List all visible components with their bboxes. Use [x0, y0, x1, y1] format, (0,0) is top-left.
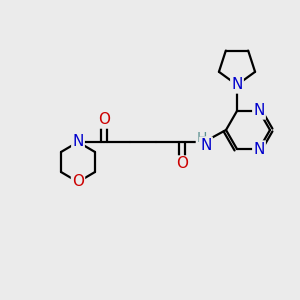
Text: O: O [72, 175, 84, 190]
Text: N: N [253, 142, 265, 157]
Text: N: N [200, 137, 212, 152]
Text: N: N [72, 134, 84, 149]
Text: N: N [231, 77, 243, 92]
Text: H: H [197, 131, 207, 145]
Text: O: O [98, 112, 110, 128]
Text: O: O [176, 157, 188, 172]
Text: N: N [253, 103, 265, 118]
